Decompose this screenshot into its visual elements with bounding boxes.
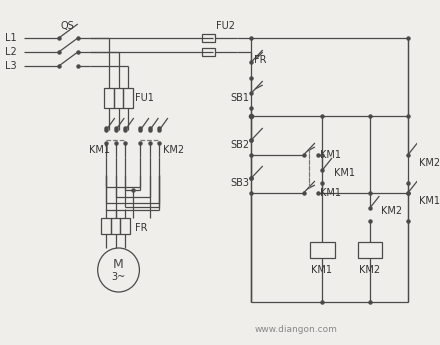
Text: KM2: KM2 [359,265,380,275]
Bar [202,48,215,56]
Text: FR: FR [254,55,267,65]
Text: KM1: KM1 [319,188,341,198]
Bar [121,218,130,234]
Text: KM1: KM1 [419,196,440,206]
Bar [114,88,123,108]
Bar [358,242,382,258]
Text: SB1: SB1 [231,93,249,103]
Text: KM2: KM2 [381,206,403,216]
Bar [102,218,111,234]
Text: KM1: KM1 [334,168,355,178]
Text: M: M [113,258,124,272]
Text: FU1: FU1 [135,93,154,103]
Text: www.diangon.com: www.diangon.com [254,325,337,335]
Text: KM1: KM1 [89,145,110,155]
Text: 3~: 3~ [111,272,126,282]
Text: KM1: KM1 [311,265,332,275]
Text: SB3: SB3 [231,178,249,188]
Bar [111,218,121,234]
Bar [104,88,114,108]
Bar [123,88,133,108]
Text: L1: L1 [5,33,16,43]
Text: FU2: FU2 [216,21,235,31]
Text: L2: L2 [5,47,16,57]
Text: L3: L3 [5,61,16,71]
Text: KM1: KM1 [319,150,341,160]
Text: FR: FR [135,223,147,233]
Bar [310,242,335,258]
Bar [202,34,215,42]
Text: QS: QS [61,21,74,31]
Text: KM2: KM2 [419,158,440,168]
Text: KM2: KM2 [163,145,184,155]
Text: SB2: SB2 [231,140,249,150]
